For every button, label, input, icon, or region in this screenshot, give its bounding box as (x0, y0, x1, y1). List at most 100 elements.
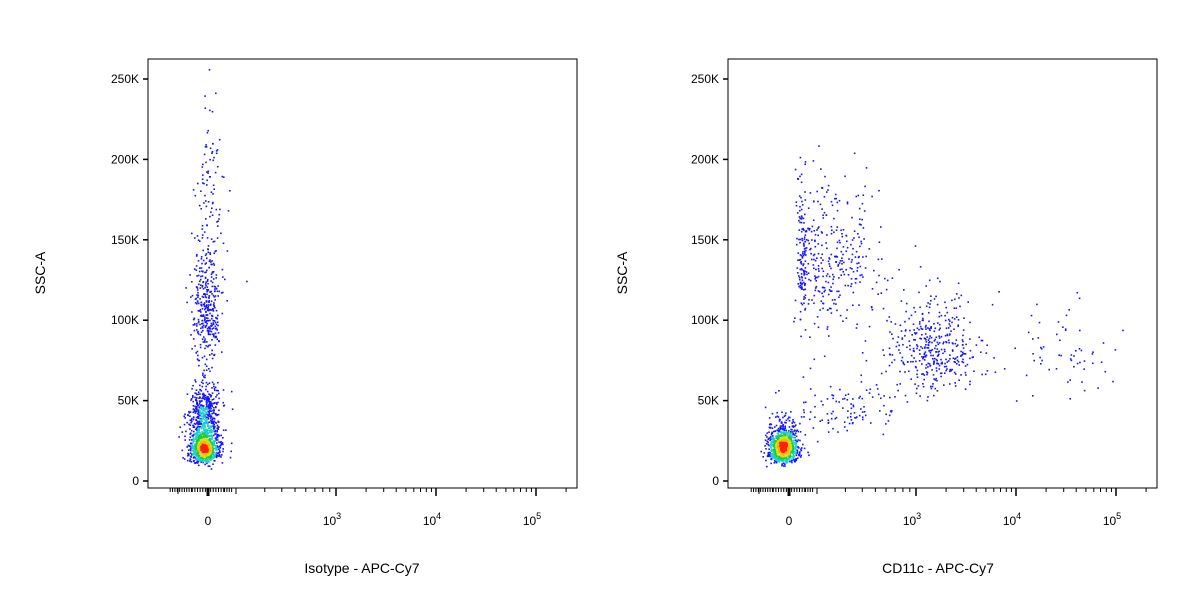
event-dot (947, 339, 950, 342)
event-dot (219, 445, 222, 447)
event-dot (196, 426, 199, 428)
event-dot (192, 408, 195, 410)
event-dot (196, 325, 198, 327)
event-dot (197, 318, 200, 321)
event-dot (788, 426, 791, 428)
event-dot (775, 456, 778, 458)
event-dot (870, 422, 872, 424)
event-dot (197, 274, 200, 277)
event-dot (799, 221, 801, 224)
event-dot (780, 435, 782, 437)
event-dot (908, 317, 910, 320)
event-dot (943, 348, 946, 351)
event-dot (773, 451, 775, 453)
event-dot (928, 363, 931, 365)
event-dot (201, 405, 204, 408)
event-dot (217, 324, 219, 327)
event-dot (864, 267, 867, 269)
event-dot (898, 268, 900, 271)
event-dot (220, 456, 222, 458)
event-dot (942, 341, 945, 343)
svg-text:103: 103 (903, 511, 921, 528)
event-dot (799, 241, 801, 244)
event-dot (797, 457, 799, 460)
event-dot (841, 263, 843, 265)
event-dot (861, 416, 864, 418)
event-dot (938, 368, 941, 370)
event-dot (926, 399, 929, 402)
event-dot (941, 361, 943, 364)
event-dot (1032, 338, 1034, 340)
event-dot (768, 431, 770, 433)
event-dot (921, 328, 924, 330)
event-dot (184, 439, 186, 441)
event-dot (193, 422, 196, 425)
event-dot (942, 342, 944, 345)
event-dot (195, 435, 198, 437)
event-dot (923, 374, 926, 376)
event-dot (205, 284, 207, 287)
event-dot (198, 420, 201, 422)
event-dot (194, 405, 196, 408)
event-dot (781, 436, 783, 439)
event-dot (797, 178, 800, 180)
event-dot (824, 289, 826, 292)
event-dot (984, 373, 987, 376)
event-dot (841, 235, 844, 238)
event-dot (769, 455, 771, 458)
event-dot (803, 273, 806, 275)
event-dot (195, 451, 197, 453)
event-dot (208, 431, 211, 434)
event-dot (781, 463, 783, 465)
event-dot (211, 281, 214, 284)
event-dot (969, 321, 971, 324)
event-dot (986, 370, 989, 372)
event-dot (936, 303, 939, 306)
event-dot (901, 337, 904, 339)
event-dot (816, 229, 818, 231)
event-dot (221, 441, 224, 444)
event-dot (805, 271, 808, 273)
event-dot (200, 301, 203, 304)
event-dot (207, 330, 210, 333)
event-dot (221, 268, 224, 271)
event-dot (852, 398, 854, 400)
event-dot (205, 408, 208, 410)
event-dot (793, 421, 796, 424)
event-dot (204, 341, 206, 343)
event-dot (203, 182, 205, 185)
event-dot (191, 232, 193, 235)
event-dot (181, 431, 184, 433)
event-dot (938, 323, 941, 326)
event-dot (214, 389, 216, 392)
event-dot (930, 299, 932, 302)
event-dot (246, 280, 248, 283)
event-dot (777, 454, 780, 457)
event-dot (199, 308, 202, 311)
event-dot (214, 453, 216, 456)
event-dot (216, 436, 219, 439)
event-dot (898, 344, 900, 347)
event-dot (938, 342, 941, 344)
event-dot (205, 314, 207, 316)
event-dot (813, 302, 815, 305)
y-tick-100k: 100K (691, 313, 728, 327)
event-dot (212, 443, 214, 446)
event-dot (215, 439, 217, 441)
event-dot (210, 280, 212, 282)
event-dot (200, 420, 202, 422)
event-dot (832, 278, 834, 281)
event-dot (904, 394, 907, 397)
event-dot (196, 235, 199, 237)
event-dot (212, 434, 215, 437)
event-dot (215, 405, 217, 408)
event-dot (792, 426, 795, 428)
event-dot (192, 400, 194, 403)
event-dot (781, 422, 783, 424)
event-dot (204, 294, 207, 296)
event-dot (191, 439, 193, 441)
event-dot (1073, 355, 1075, 357)
event-dot (1092, 362, 1094, 365)
event-dot (203, 305, 206, 308)
event-dot (219, 451, 221, 453)
